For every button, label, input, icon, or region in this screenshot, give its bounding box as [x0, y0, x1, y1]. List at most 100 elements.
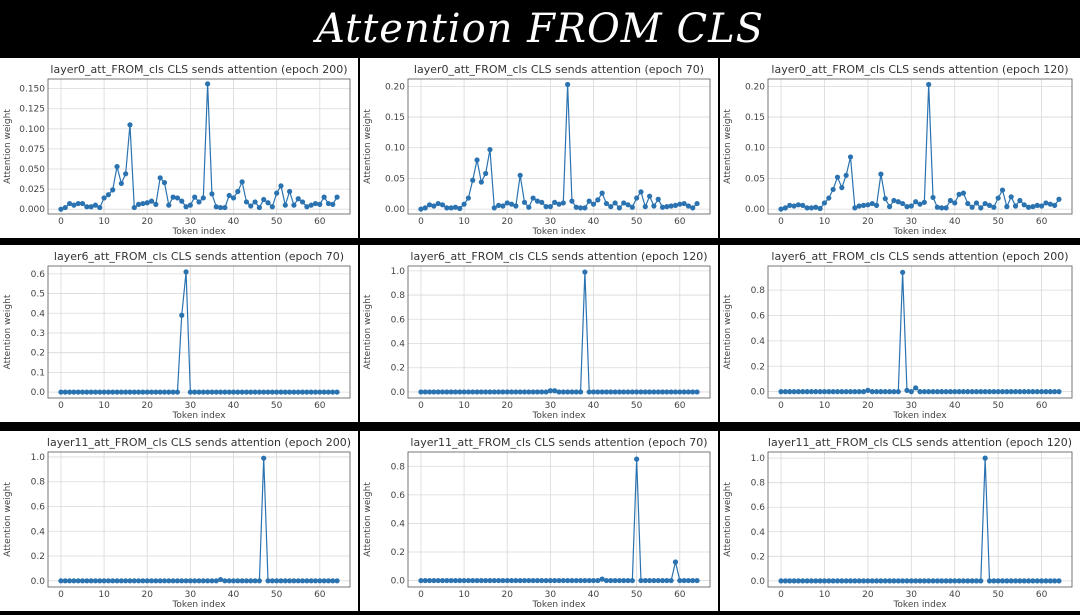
data-point [334, 194, 340, 200]
data-point [161, 180, 168, 186]
data-point [136, 389, 142, 395]
y-tick-label: 0.2 [751, 552, 765, 562]
data-point [435, 577, 441, 584]
data-point [304, 389, 310, 395]
data-point [153, 389, 159, 395]
x-tick-label: 40 [588, 217, 600, 227]
data-point [105, 192, 111, 198]
data-point [1021, 202, 1027, 208]
data-point [101, 195, 107, 201]
data-point [599, 190, 605, 196]
data-point [222, 389, 228, 395]
data-point [1043, 389, 1049, 395]
data-point [461, 389, 467, 395]
data-point [418, 206, 424, 212]
data-point [114, 578, 120, 584]
data-point [634, 195, 640, 201]
data-point [230, 195, 237, 201]
data-point [681, 577, 687, 584]
data-point [1034, 202, 1040, 209]
banner-title: Attention FROM CLS [315, 5, 765, 52]
data-point [131, 204, 137, 211]
data-point [791, 203, 797, 209]
x-tick-label: 40 [949, 217, 961, 227]
data-point [170, 389, 176, 395]
data-point [956, 578, 962, 584]
data-point [213, 578, 219, 584]
y-tick-label: 0.1 [31, 368, 45, 378]
data-point [62, 204, 68, 211]
data-point [452, 577, 459, 584]
data-point [882, 389, 888, 395]
data-point [1008, 194, 1014, 200]
data-point [995, 389, 1001, 395]
data-point [873, 202, 880, 209]
data-point [452, 389, 459, 395]
data-point [969, 204, 975, 210]
data-point [530, 195, 536, 201]
data-point [577, 205, 584, 211]
data-point [166, 389, 172, 395]
data-point [891, 578, 897, 584]
data-point [71, 202, 77, 208]
data-point [638, 577, 644, 584]
data-point [565, 81, 571, 88]
data-point [843, 578, 849, 584]
data-point [685, 389, 692, 395]
data-point [1017, 389, 1023, 395]
y-tick-label: 0.6 [751, 312, 766, 322]
x-axis-label: Token index [892, 600, 947, 610]
data-point [834, 578, 841, 584]
y-tick-label: 0.4 [31, 309, 46, 319]
x-tick-label: 10 [98, 590, 110, 600]
data-point [295, 389, 301, 395]
data-point [586, 198, 592, 204]
data-point [84, 389, 90, 395]
data-point [308, 202, 314, 208]
y-tick-label: 0.150 [19, 85, 45, 95]
data-point [882, 578, 888, 584]
data-point [166, 202, 172, 208]
data-point [118, 180, 124, 187]
y-tick-label: 0.10 [745, 144, 765, 154]
data-point [321, 389, 327, 395]
data-point [299, 578, 306, 584]
x-tick-label: 50 [992, 401, 1004, 411]
data-point [213, 204, 219, 210]
chart-row-layer11: layer11_att_FROM_cls CLS sends attention… [0, 431, 1080, 611]
series-line [420, 84, 698, 210]
data-point [131, 578, 137, 584]
y-tick-label: 0.0 [391, 388, 406, 398]
data-point [1043, 578, 1049, 584]
data-point [778, 206, 784, 212]
data-point [75, 200, 81, 207]
data-point [582, 577, 588, 584]
x-tick-label: 50 [631, 401, 643, 411]
data-point [504, 577, 510, 584]
data-point [651, 389, 657, 395]
chart-row-layer6: layer6_att_FROM_cls CLS sends attention … [0, 245, 1080, 422]
chart-svg: layer11_att_FROM_cls CLS sends attention… [363, 436, 711, 610]
data-point [603, 389, 610, 395]
data-point [1012, 578, 1019, 584]
data-point [92, 389, 99, 395]
data-point [504, 389, 510, 395]
data-point [547, 388, 553, 394]
data-point [995, 578, 1001, 584]
data-point [852, 389, 858, 395]
x-tick-label: 30 [545, 217, 557, 227]
data-point [470, 577, 476, 584]
series-line [780, 84, 1060, 210]
data-point [123, 578, 129, 584]
data-point [110, 187, 116, 193]
data-point [140, 200, 146, 207]
data-point [439, 202, 446, 208]
x-tick-label: 60 [314, 590, 326, 600]
data-point [114, 389, 120, 395]
data-point [144, 578, 150, 584]
data-point [58, 206, 64, 212]
data-point [461, 577, 467, 584]
data-point [577, 389, 584, 395]
y-tick-label: 0.05 [745, 174, 765, 184]
data-point [895, 578, 901, 584]
